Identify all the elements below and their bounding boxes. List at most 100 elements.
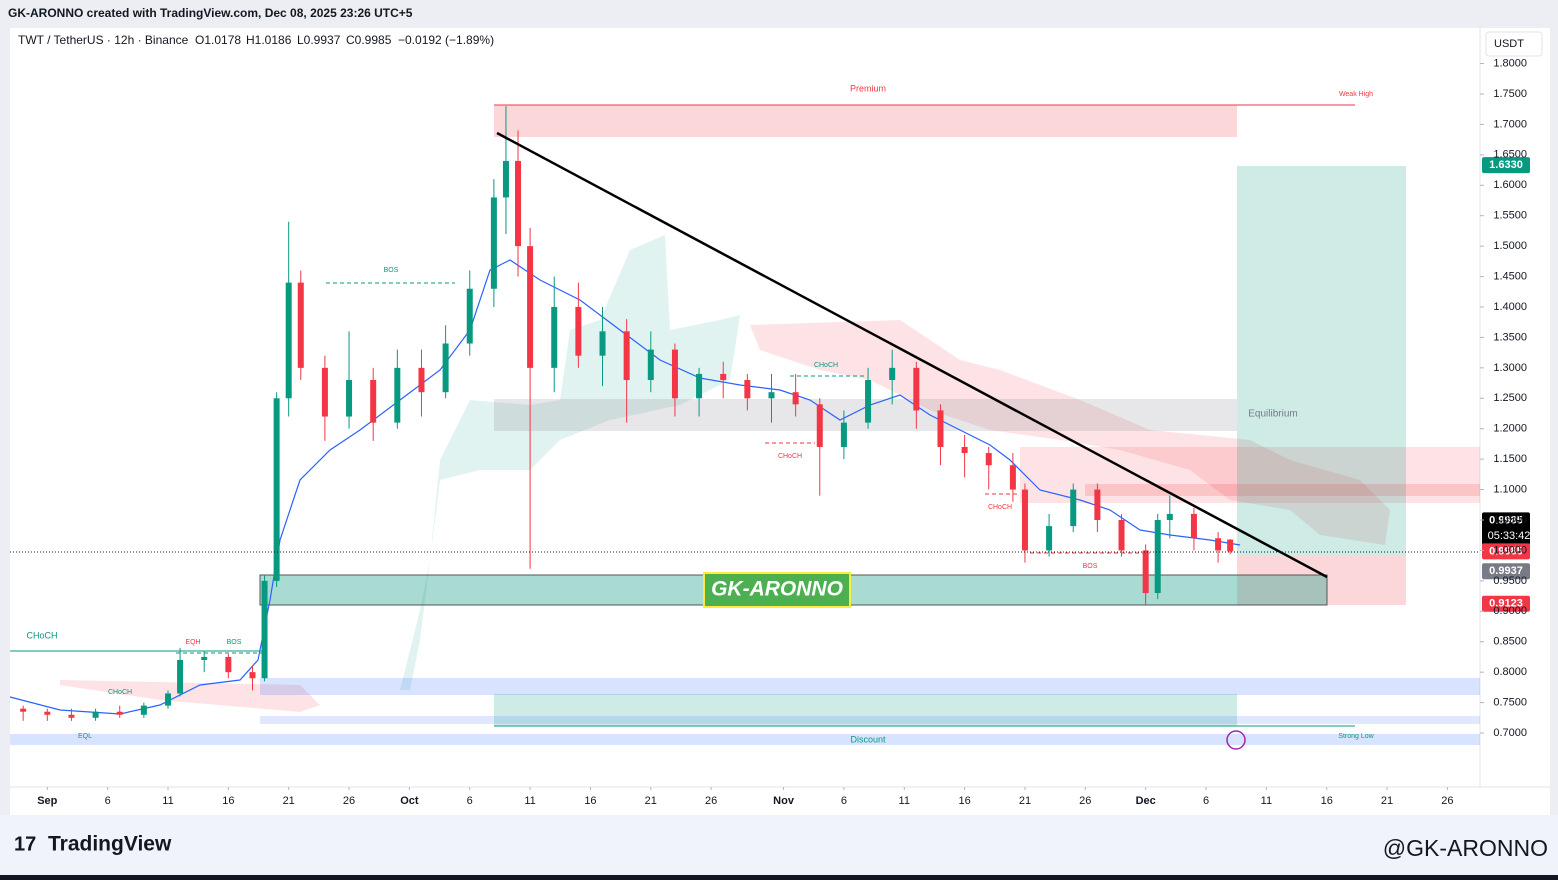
- candle-body: [1070, 489, 1077, 527]
- y-tick-label: 1.4500: [1493, 270, 1527, 282]
- y-tick-label: 1.5500: [1493, 210, 1527, 222]
- annotation: CHoCH: [26, 630, 57, 640]
- target-zone: [1237, 166, 1406, 555]
- x-tick-label: 6: [105, 795, 111, 807]
- price-tag: [1482, 563, 1530, 580]
- candle-body: [575, 306, 582, 356]
- candle-body: [515, 160, 522, 247]
- watermark-box: [703, 572, 851, 608]
- candle-body: [20, 708, 27, 712]
- cloud: [750, 320, 1390, 545]
- candle-body: [913, 367, 920, 411]
- y-tick-label: 0.8500: [1493, 636, 1527, 648]
- x-tick-label: 21: [283, 795, 295, 807]
- x-tick-label: 6: [841, 795, 847, 807]
- x-tick-label: Sep: [37, 795, 57, 807]
- y-tick-label: 1.0000: [1493, 544, 1527, 556]
- price-tag-label: 0.9123: [1489, 598, 1523, 610]
- y-tick-label: 0.7500: [1493, 696, 1527, 708]
- icon: [1226, 730, 1246, 750]
- footer-bg: [0, 815, 1558, 875]
- legend: TWT / TetherUS · 12h · Binance O1.0178 H…: [18, 33, 494, 47]
- candle-body: [816, 404, 823, 447]
- candle-body: [1094, 489, 1101, 521]
- candle-body: [394, 367, 401, 423]
- annotation: CHoCH: [988, 504, 1012, 511]
- supply-zone: [1085, 484, 1480, 496]
- candle-body: [418, 367, 425, 393]
- candle-body: [551, 306, 558, 368]
- y-tick-label: 1.5000: [1493, 240, 1527, 252]
- symbol: TWT / TetherUS · 12h · Binance: [18, 33, 189, 47]
- x-tick-label: 21: [645, 795, 657, 807]
- annotation: Equilibrium: [1248, 409, 1297, 420]
- candle-body: [225, 656, 232, 673]
- candle-body: [1046, 526, 1053, 551]
- candle-body: [1154, 520, 1161, 594]
- x-tick-label: 26: [1441, 795, 1453, 807]
- annotation: Strong Low: [1338, 733, 1374, 740]
- candle-body: [321, 367, 328, 417]
- x-tick-label: 26: [705, 795, 717, 807]
- x-tick-label: 26: [1079, 795, 1091, 807]
- y-tick-label: 1.1000: [1493, 483, 1527, 495]
- currency-button[interactable]: [1485, 31, 1543, 57]
- liquidity-zone: [260, 678, 1480, 695]
- candle-body: [1166, 513, 1173, 521]
- annotation: EQL: [78, 733, 92, 740]
- x-tick-label: 11: [1261, 795, 1272, 807]
- candle-body: [370, 380, 377, 423]
- annotations: Premium Weak High Equilibrium Discount S…: [26, 83, 1375, 750]
- candle-body: [164, 693, 171, 706]
- x-tick-label: 16: [222, 795, 234, 807]
- x-tick-label: 6: [1203, 795, 1209, 807]
- x-tick-label: 11: [524, 795, 535, 807]
- y-tick-label: 1.2500: [1493, 392, 1527, 404]
- y-tick-label: 1.8000: [1493, 57, 1527, 69]
- premium-zone: [494, 105, 1237, 137]
- candle-body: [68, 714, 75, 718]
- currency[interactable]: USDT: [1494, 38, 1524, 50]
- candle-body: [647, 349, 654, 381]
- candle-body: [1142, 550, 1149, 594]
- cloud: [60, 680, 320, 712]
- candle-body: [937, 410, 944, 447]
- candle-body: [696, 373, 703, 399]
- trend-line: [496, 131, 1328, 579]
- candle-body: [720, 373, 727, 381]
- candle-body: [140, 705, 147, 715]
- candle-body: [442, 343, 449, 393]
- annotation: Discount: [850, 734, 886, 744]
- x-tick-label: 16: [958, 795, 970, 807]
- y-tick-label: 0.9500: [1493, 575, 1527, 587]
- annotation: EQH: [185, 639, 200, 646]
- candle-body: [490, 197, 497, 289]
- annotation: CHoCH: [108, 689, 132, 696]
- x-tick-label: 26: [343, 795, 355, 807]
- watermark: GK-ARONNO: [711, 578, 843, 601]
- brand-logo: 17: [14, 833, 36, 855]
- x-tick-label: 11: [162, 795, 173, 807]
- discount-zone: [494, 694, 1237, 726]
- annotation: BOS: [227, 639, 242, 646]
- liquidity-zone: [260, 716, 1480, 724]
- ohlc-close: C0.9985: [346, 33, 392, 47]
- liquidity-zone: [10, 734, 1480, 745]
- y-tick-label: 1.4000: [1493, 301, 1527, 313]
- stop-zone: [1237, 555, 1406, 605]
- y-tick-label: 1.6000: [1493, 179, 1527, 191]
- x-tick-label: 16: [584, 795, 596, 807]
- y-tick-label: 1.6500: [1493, 149, 1527, 161]
- annotation: BOS: [1083, 563, 1098, 570]
- candle-body: [623, 331, 630, 381]
- candle-body: [985, 453, 992, 466]
- price-tag-label: 0.9985: [1489, 545, 1523, 557]
- cloud: [330, 235, 740, 690]
- price-tag-label: 1.6330: [1489, 159, 1523, 171]
- candle-body: [44, 711, 51, 715]
- y-tick-label: 0.7000: [1493, 727, 1527, 739]
- y-tick-label: 1.0500: [1493, 514, 1527, 526]
- candle-body: [466, 288, 473, 344]
- candle-body: [599, 331, 606, 356]
